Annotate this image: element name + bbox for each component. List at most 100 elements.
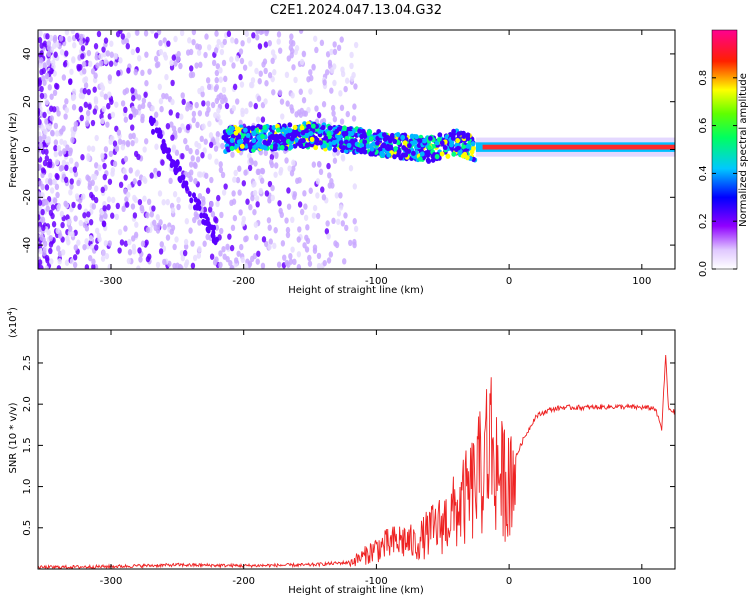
spectrogram-cell	[332, 147, 338, 153]
x-tick-label: -200	[232, 576, 255, 587]
spectrogram-cell	[40, 124, 45, 132]
spectrogram-cell	[308, 187, 313, 194]
spectrogram-cell	[307, 260, 313, 267]
spectrogram-cell	[120, 100, 126, 107]
spectrogram-cell	[39, 57, 44, 64]
x-tick-label: -100	[365, 576, 388, 587]
spectrogram-cell	[107, 178, 113, 185]
spectrogram-cell	[38, 142, 43, 149]
spectrogram-cell	[84, 238, 89, 245]
spectrogram-cell	[176, 196, 181, 204]
spectrogram-cell	[229, 56, 234, 63]
spectrogram-cell	[334, 192, 340, 199]
spectrogram-cell	[172, 243, 177, 251]
spectrogram-cell	[349, 138, 355, 144]
spectrogram-cell	[52, 106, 57, 113]
spectrogram-cell	[293, 131, 298, 137]
spectrogram-cell	[179, 174, 184, 181]
spectrogram-cell	[76, 65, 82, 72]
spectrogram-cell	[402, 140, 408, 146]
spectrogram-cell	[157, 127, 162, 134]
spectrogram-cell	[42, 111, 47, 119]
spectrogram-y-ticks: -40 -20 0 20 40	[22, 48, 675, 253]
spectrogram-cell	[309, 136, 315, 142]
spectrogram-cell	[51, 221, 57, 228]
spectrogram-cell	[451, 151, 457, 157]
spectrogram-cell	[170, 98, 175, 106]
spectrogram-cell	[223, 75, 228, 83]
spectrogram-cell	[40, 167, 46, 174]
spectrogram-cell	[73, 215, 78, 222]
spectrogram-cell	[277, 133, 283, 139]
spectrogram-cell	[56, 204, 61, 211]
spectrogram-cell	[55, 173, 60, 181]
spectrogram-cell	[336, 134, 342, 140]
spectrogram-cell	[222, 253, 227, 260]
spectrogram-cell	[277, 200, 282, 207]
spectrogram-cell	[296, 251, 302, 258]
spectrogram-cell	[369, 146, 375, 152]
spectrogram-cell	[329, 178, 334, 185]
spectrogram-cell	[131, 235, 136, 242]
spectrogram-cell	[184, 180, 189, 187]
spectrogram-cell	[365, 143, 371, 149]
spectrogram-cell	[229, 244, 235, 252]
spectrogram-cell	[131, 132, 136, 140]
spectrogram-cell	[344, 77, 350, 84]
y-tick-label: 20	[22, 95, 33, 108]
spectrogram-cell	[42, 62, 48, 69]
spectrogram-cell	[48, 76, 53, 83]
spectrogram-cell	[141, 97, 147, 104]
spectrogram-cell	[52, 197, 58, 204]
spectrogram-cell	[150, 105, 155, 112]
spectrogram-cell	[68, 78, 73, 85]
spectrogram-cell	[290, 107, 295, 114]
spectrogram-cell	[53, 145, 58, 152]
spectrogram-cell	[294, 137, 299, 143]
spectrogram-cell	[353, 41, 359, 49]
spectrogram-cell	[53, 82, 59, 90]
spectrogram-cell	[268, 238, 273, 245]
spectrogram-cell	[302, 242, 307, 249]
spectrogram-cell	[39, 50, 44, 57]
spectrogram-cell	[312, 244, 318, 251]
spectrogram-cell	[331, 110, 336, 117]
spectrogram-cell	[214, 76, 219, 84]
spectrogram-cell	[162, 223, 167, 231]
spectrogram-cell	[40, 208, 45, 216]
spectrogram-cell	[183, 137, 188, 145]
spectrogram-cell	[264, 190, 270, 197]
spectrogram-cell	[151, 128, 156, 135]
spectrogram-cell	[252, 208, 257, 216]
spectrogram-cell	[214, 158, 219, 165]
spectrogram-cell	[39, 42, 44, 49]
spectrogram-cell	[143, 30, 149, 37]
spectrogram-cell	[253, 102, 258, 110]
spectrogram-cell	[49, 115, 54, 122]
spectrogram-cell	[69, 166, 74, 174]
spectrogram-cell	[362, 133, 368, 139]
spectrogram-cell	[276, 38, 281, 45]
spectrogram-cell	[264, 30, 270, 35]
spectrogram-cell	[182, 249, 188, 257]
spectrogram-cell	[179, 113, 184, 120]
spectrogram-cell	[174, 149, 180, 156]
spectrogram-cell	[323, 135, 329, 141]
spectrogram-cell	[188, 227, 193, 234]
spectrogram-cell	[149, 211, 154, 218]
spectrogram-cell	[201, 199, 206, 206]
spectrogram-cell	[100, 84, 106, 92]
spectrogram-cell	[173, 60, 178, 67]
spectrogram-cell	[153, 224, 158, 232]
spectrogram-cell	[191, 110, 197, 118]
spectrogram-cell	[366, 130, 372, 137]
spectrogram-cell	[247, 164, 253, 172]
spectrogram-cell	[191, 192, 196, 199]
spectrogram-cell	[312, 35, 318, 42]
spectrogram-cell	[82, 68, 87, 75]
spectrogram-cell	[78, 219, 83, 227]
spectrogram-cell	[49, 258, 54, 265]
spectrogram-cell	[194, 140, 199, 148]
spectrogram-cell	[184, 185, 189, 192]
